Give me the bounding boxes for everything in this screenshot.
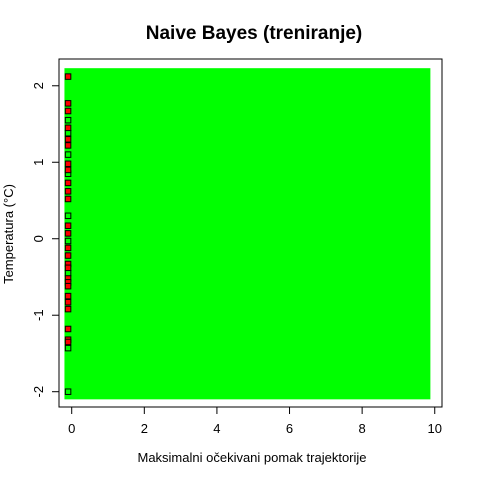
point-red bbox=[64, 282, 72, 290]
point-red bbox=[64, 136, 72, 143]
x-axis-label: Maksimalni očekivani pomak trajektorije bbox=[137, 450, 366, 465]
point-red bbox=[64, 298, 72, 306]
x-tick-label: 4 bbox=[213, 421, 220, 436]
point-red bbox=[64, 160, 72, 168]
x-tick-label: 10 bbox=[428, 421, 442, 436]
point-red bbox=[64, 124, 72, 132]
y-tick-label: 2 bbox=[31, 82, 46, 89]
point-red bbox=[64, 325, 72, 333]
point-green bbox=[64, 212, 72, 220]
point-red bbox=[64, 179, 72, 187]
point-red bbox=[64, 222, 72, 229]
decision-region-layer bbox=[64, 68, 431, 400]
point-green bbox=[64, 388, 72, 395]
x-tick-label: 2 bbox=[141, 421, 148, 436]
point-red bbox=[64, 188, 72, 195]
point-red bbox=[64, 338, 72, 346]
point-green bbox=[64, 237, 72, 245]
point-red bbox=[64, 107, 72, 115]
x-tick-label: 8 bbox=[359, 421, 366, 436]
y-tick-label: -1 bbox=[31, 309, 46, 321]
point-green bbox=[64, 129, 72, 137]
points-layer bbox=[64, 73, 72, 395]
point-red bbox=[64, 73, 72, 80]
point-red bbox=[64, 244, 72, 252]
y-tick-label: 0 bbox=[31, 235, 46, 242]
point-red bbox=[64, 142, 72, 149]
point-red bbox=[64, 292, 72, 300]
x-axis: 0 2 4 6 8 10 bbox=[68, 406, 442, 436]
point-red bbox=[64, 264, 72, 272]
point-red bbox=[64, 100, 72, 107]
point-green bbox=[64, 269, 72, 277]
point-red bbox=[64, 305, 72, 313]
point-green bbox=[64, 344, 72, 352]
point-green bbox=[64, 151, 72, 158]
point-red bbox=[64, 195, 72, 203]
x-tick-label: 0 bbox=[68, 421, 75, 436]
y-tick-label: -2 bbox=[31, 386, 46, 398]
y-axis: -2 -1 0 1 2 bbox=[31, 82, 60, 398]
point-red bbox=[64, 166, 72, 174]
point-red bbox=[64, 252, 72, 259]
y-tick-label: 1 bbox=[31, 159, 46, 166]
chart-title: Naive Bayes (treniranje) bbox=[146, 23, 363, 44]
y-axis-label: Temperatura (°C) bbox=[1, 184, 16, 284]
point-green bbox=[64, 116, 72, 124]
x-tick-label: 6 bbox=[286, 421, 293, 436]
decision-region-green bbox=[64, 68, 431, 400]
point-red bbox=[64, 230, 72, 237]
